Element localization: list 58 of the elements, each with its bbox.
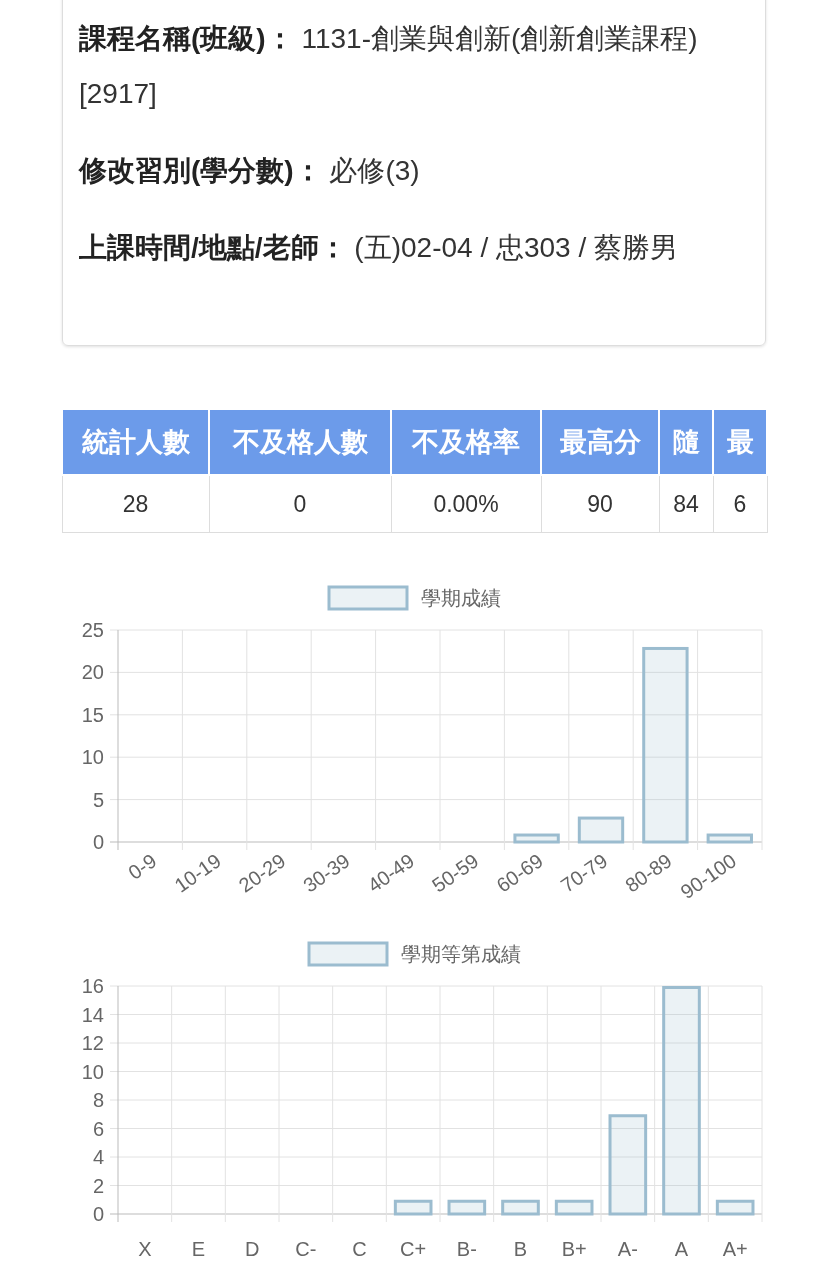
y-tick-label: 10 [81,746,104,769]
y-tick-label: 16 [81,975,104,997]
bar [577,816,625,844]
text: 28 [62,475,209,533]
x-tick-label: D [244,1238,260,1260]
bar [608,1114,648,1216]
y-tick-label: 8 [92,1089,104,1111]
x-tick-label: C [352,1238,367,1260]
y-tick-label: 14 [81,1003,104,1026]
text: (五)02-04 / 忠303 / 蔡勝男 [354,232,678,263]
x-tick-label: A [674,1238,689,1260]
y-tick-label: 25 [81,619,104,641]
y-tick-label: 0 [92,831,104,853]
category-label: 統計人數 [62,409,209,475]
x-tick-label: C+ [400,1238,427,1260]
text: 必修(3) [329,155,420,186]
text: 90 [541,475,659,533]
text: 0 [209,475,391,533]
x-tick-label: B [513,1238,528,1260]
y-tick-label: 2 [92,1174,104,1197]
y-tick-label: 0 [92,1203,104,1225]
text: 上課時間/地點/老師： [79,232,347,263]
y-tick-label: 4 [92,1146,104,1168]
category-label: 不及格人數 [209,409,391,475]
x-tick-label: B- [456,1238,477,1260]
bar [642,646,689,844]
x-tick-label: A+ [722,1238,748,1260]
bar [715,1199,755,1216]
category-label: 隨 [659,409,713,475]
y-tick-label: 15 [81,703,104,726]
bar [501,1199,540,1216]
x-tick-label: A- [617,1238,638,1260]
text: 修改習別(學分數)： [79,155,322,186]
x-tick-label: B+ [561,1238,587,1260]
x-tick-label: 0-9 [124,849,161,884]
text: 課程名稱(班級)： [79,23,294,54]
y-tick-label: 5 [92,788,104,811]
y-tick-label: 20 [81,661,104,684]
bar [706,833,753,844]
category-label: 最 [713,409,767,475]
text: 0.00% [391,475,541,533]
category-label: 最高分 [541,409,659,475]
bar [393,1199,433,1216]
bar [554,1199,594,1216]
legend-label: 學期等第成績 [400,943,521,965]
bar [662,986,701,1216]
category-label: 不及格率 [391,409,541,475]
y-tick-label: 12 [81,1032,104,1054]
text: 84 [659,475,713,533]
x-tick-label: E [191,1238,206,1260]
y-tick-label: 10 [81,1060,104,1083]
y-tick-label: 6 [92,1117,104,1140]
legend-label: 學期成績 [420,587,501,609]
x-tick-label: C- [295,1238,317,1260]
x-tick-label: X [138,1238,152,1260]
bar [513,833,560,844]
text: 6 [713,475,767,533]
bar [447,1199,487,1216]
